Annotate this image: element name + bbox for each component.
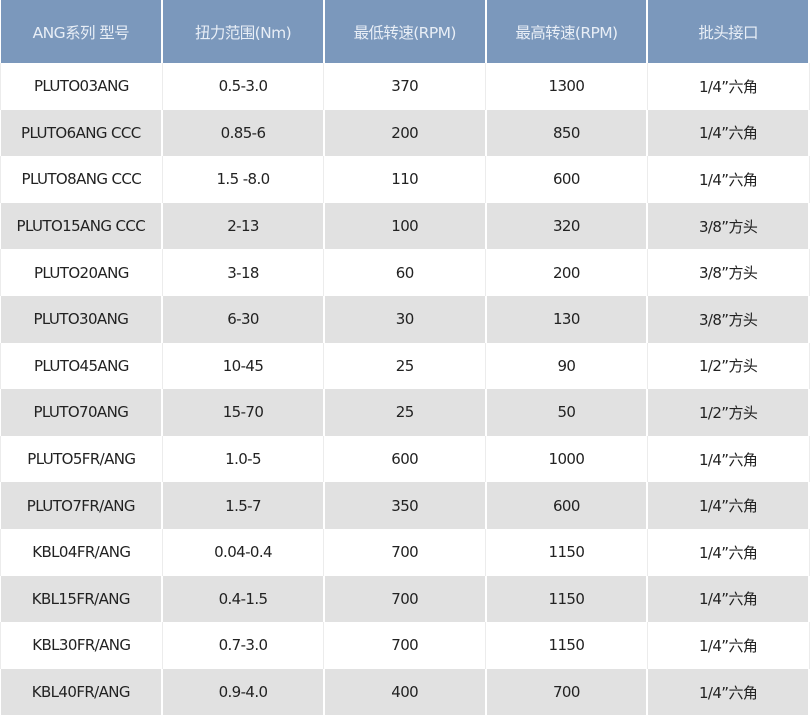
header-bit-interface: 批头接口 <box>646 0 810 63</box>
cell-bit-interface: 1/2”方头 <box>646 342 810 390</box>
cell-min-speed: 200 <box>322 109 487 157</box>
cell-max-speed: 320 <box>484 202 649 250</box>
cell-bit-interface: 1/4”六角 <box>646 109 810 157</box>
cell-bit-interface: 1/4”六角 <box>646 668 810 716</box>
cell-min-speed: 700 <box>323 528 487 576</box>
cell-min-speed: 370 <box>323 63 487 110</box>
cell-torque-range: 0.5-3.0 <box>161 63 325 110</box>
table-row: PLUTO5FR/ANG 1.0-5 600 1000 1/4”六角 <box>0 435 810 483</box>
cell-min-speed: 25 <box>323 342 487 390</box>
cell-model: PLUTO45ANG <box>0 342 163 390</box>
header-min-speed: 最低转速(RPM) <box>322 0 487 63</box>
cell-bit-interface: 1/4”六角 <box>646 63 810 110</box>
table-row: PLUTO15ANG CCC 2-13 100 320 3/8”方头 <box>0 202 810 250</box>
cell-max-speed: 1150 <box>484 575 649 623</box>
cell-torque-range: 1.5-7 <box>161 482 325 529</box>
cell-max-speed: 1300 <box>485 63 648 110</box>
cell-min-speed: 110 <box>323 156 487 203</box>
cell-min-speed: 600 <box>323 435 487 483</box>
cell-model: KBL40FR/ANG <box>0 668 164 716</box>
cell-min-speed: 350 <box>322 482 487 529</box>
cell-bit-interface: 1/4”六角 <box>646 482 810 529</box>
cell-torque-range: 2-13 <box>161 202 325 250</box>
cell-model: PLUTO15ANG CCC <box>0 202 164 250</box>
cell-max-speed: 1150 <box>485 528 648 576</box>
cell-model: PLUTO30ANG <box>0 295 164 343</box>
cell-min-speed: 100 <box>322 202 487 250</box>
cell-model: PLUTO8ANG CCC <box>0 156 163 203</box>
cell-max-speed: 600 <box>485 156 648 203</box>
table-row: PLUTO03ANG 0.5-3.0 370 1300 1/4”六角 <box>0 63 810 110</box>
cell-model: PLUTO20ANG <box>0 249 163 296</box>
cell-torque-range: 0.9-4.0 <box>161 668 325 716</box>
table-row: PLUTO7FR/ANG 1.5-7 350 600 1/4”六角 <box>0 482 810 529</box>
cell-model: PLUTO70ANG <box>0 389 164 436</box>
cell-min-speed: 60 <box>323 249 487 296</box>
cell-model: PLUTO6ANG CCC <box>0 109 164 157</box>
cell-bit-interface: 3/8”方头 <box>646 295 810 343</box>
cell-bit-interface: 1/4”六角 <box>646 156 810 203</box>
cell-min-speed: 700 <box>322 575 487 623</box>
table-row: PLUTO6ANG CCC 0.85-6 200 850 1/4”六角 <box>0 109 810 157</box>
cell-max-speed: 130 <box>484 295 649 343</box>
cell-min-speed: 700 <box>323 622 487 669</box>
cell-max-speed: 1000 <box>485 435 648 483</box>
cell-max-speed: 90 <box>485 342 648 390</box>
cell-min-speed: 30 <box>322 295 487 343</box>
cell-torque-range: 0.7-3.0 <box>161 622 325 669</box>
header-row: ANG系列 型号 扭力范围(Nm) 最低转速(RPM) 最高转速(RPM) 批头接口 <box>0 0 810 63</box>
table-row: PLUTO20ANG 3-18 60 200 3/8”方头 <box>0 249 810 296</box>
cell-bit-interface: 3/8”方头 <box>646 202 810 250</box>
cell-max-speed: 600 <box>484 482 649 529</box>
cell-max-speed: 850 <box>484 109 649 157</box>
header-max-speed: 最高转速(RPM) <box>484 0 649 63</box>
cell-torque-range: 3-18 <box>161 249 325 296</box>
cell-torque-range: 0.04-0.4 <box>161 528 325 576</box>
table-row: PLUTO70ANG 15-70 25 50 1/2”方头 <box>0 389 810 436</box>
cell-torque-range: 1.0-5 <box>161 435 325 483</box>
cell-bit-interface: 1/4”六角 <box>646 622 810 669</box>
table-row: PLUTO45ANG 10-45 25 90 1/2”方头 <box>0 342 810 390</box>
cell-torque-range: 1.5 -8.0 <box>161 156 325 203</box>
cell-bit-interface: 1/4”六角 <box>646 575 810 623</box>
cell-min-speed: 400 <box>322 668 487 716</box>
cell-torque-range: 6-30 <box>161 295 325 343</box>
table-row: KBL04FR/ANG 0.04-0.4 700 1150 1/4”六角 <box>0 528 810 576</box>
cell-max-speed: 700 <box>484 668 649 716</box>
cell-torque-range: 0.4-1.5 <box>161 575 325 623</box>
table-row: KBL15FR/ANG 0.4-1.5 700 1150 1/4”六角 <box>0 575 810 623</box>
header-model: ANG系列 型号 <box>0 0 164 63</box>
table-row: KBL40FR/ANG 0.9-4.0 400 700 1/4”六角 <box>0 668 810 716</box>
cell-model: KBL15FR/ANG <box>0 575 164 623</box>
table-row: PLUTO8ANG CCC 1.5 -8.0 110 600 1/4”六角 <box>0 156 810 203</box>
cell-bit-interface: 3/8”方头 <box>646 249 810 296</box>
cell-bit-interface: 1/4”六角 <box>646 528 810 576</box>
cell-max-speed: 200 <box>485 249 648 296</box>
cell-torque-range: 15-70 <box>161 389 325 436</box>
header-torque-range: 扭力范围(Nm) <box>161 0 325 63</box>
cell-model: PLUTO5FR/ANG <box>0 435 163 483</box>
cell-model: PLUTO03ANG <box>0 63 163 110</box>
cell-torque-range: 10-45 <box>161 342 325 390</box>
table-row: PLUTO30ANG 6-30 30 130 3/8”方头 <box>0 295 810 343</box>
cell-min-speed: 25 <box>322 389 487 436</box>
cell-bit-interface: 1/4”六角 <box>646 435 810 483</box>
table-row: KBL30FR/ANG 0.7-3.0 700 1150 1/4”六角 <box>0 622 810 669</box>
cell-max-speed: 50 <box>484 389 649 436</box>
cell-model: PLUTO7FR/ANG <box>0 482 164 529</box>
cell-bit-interface: 1/2”方头 <box>646 389 810 436</box>
cell-model: KBL30FR/ANG <box>0 622 163 669</box>
cell-torque-range: 0.85-6 <box>161 109 325 157</box>
cell-max-speed: 1150 <box>485 622 648 669</box>
cell-model: KBL04FR/ANG <box>0 528 163 576</box>
